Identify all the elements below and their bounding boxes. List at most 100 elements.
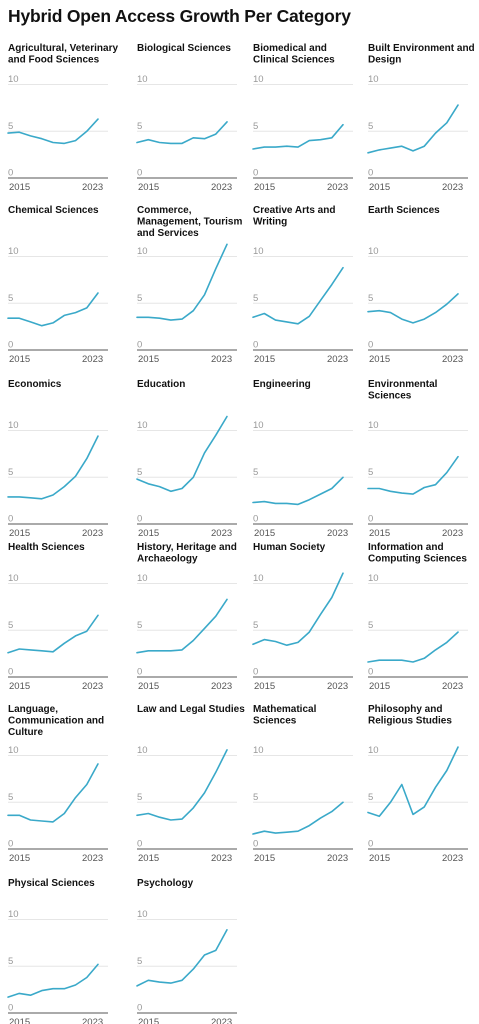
panel-4: Built Environment and Design 0 5 10 2015 2023 <box>367 43 475 193</box>
y-tick-label: 0 <box>8 839 13 850</box>
panel-title: Built Environment and Design <box>368 43 475 66</box>
y-tick-label: 5 <box>368 467 373 478</box>
y-tick-label: 0 <box>8 667 13 678</box>
x-tick-label: 2023 <box>211 681 232 692</box>
panel-title: Creative Arts and Writing <box>253 205 335 228</box>
y-tick-label: 10 <box>253 573 264 584</box>
panel-title: Engineering <box>253 379 311 390</box>
y-tick-label: 5 <box>8 293 13 304</box>
y-tick-label: 10 <box>137 745 148 756</box>
x-tick-label: 2023 <box>82 528 103 539</box>
panel-8: Earth Sciences 0 5 10 2015 2023 <box>367 205 468 365</box>
x-tick-label: 2023 <box>211 182 232 193</box>
panel-title: Biological Sciences <box>137 43 231 54</box>
y-tick-label: 0 <box>253 839 258 850</box>
y-tick-label: 10 <box>137 74 148 85</box>
panel-19: Mathematical Sciences 0 5 10 2015 2023 <box>252 704 353 864</box>
series-line <box>136 243 228 321</box>
series-line <box>7 292 99 327</box>
y-tick-label: 10 <box>368 573 379 584</box>
panel-6: Commerce, Management, Tourism and Services… <box>136 205 242 365</box>
x-tick-label: 2015 <box>9 528 30 539</box>
x-tick-label: 2023 <box>211 528 232 539</box>
y-tick-label: 0 <box>137 667 142 678</box>
panel-11: Engineering 0 5 10 2015 2023 <box>252 379 353 539</box>
x-tick-label: 2015 <box>369 182 390 193</box>
x-tick-label: 2023 <box>211 853 232 864</box>
panel-2: Biological Sciences 0 5 10 2015 2023 <box>136 43 237 193</box>
x-tick-label: 2015 <box>138 681 159 692</box>
y-tick-label: 10 <box>8 420 19 431</box>
y-tick-label: 0 <box>8 514 13 525</box>
x-tick-label: 2015 <box>254 354 275 365</box>
series-line <box>367 631 459 663</box>
y-tick-label: 5 <box>137 792 142 803</box>
panel-1: Agricultural, Veterinary and Food Science… <box>7 43 118 193</box>
series-line <box>7 435 99 500</box>
panel-title: Economics <box>8 379 62 390</box>
x-tick-label: 2015 <box>138 853 159 864</box>
x-tick-label: 2015 <box>138 354 159 365</box>
y-tick-label: 10 <box>137 909 148 920</box>
panel-title: Agricultural, Veterinary and Food Science… <box>8 43 118 66</box>
panel-title: Commerce, Management, Tourism and Services <box>137 205 242 239</box>
y-tick-label: 0 <box>137 839 142 850</box>
y-tick-label: 5 <box>253 121 258 132</box>
y-tick-label: 10 <box>137 246 148 257</box>
x-tick-label: 2015 <box>138 182 159 193</box>
y-tick-label: 0 <box>368 514 373 525</box>
panel-21: Physical Sciences 0 5 10 2015 2023 <box>7 878 108 1024</box>
x-tick-label: 2023 <box>82 853 103 864</box>
series-line <box>252 266 344 325</box>
y-tick-label: 0 <box>253 514 258 525</box>
panel-title: Human Society <box>253 542 326 553</box>
panel-16: Information and Computing Sciences 0 5 10 201… <box>367 542 468 692</box>
panel-15: Human Society 0 5 10 2015 2023 <box>252 542 353 692</box>
y-tick-label: 10 <box>368 74 379 85</box>
y-tick-label: 0 <box>368 667 373 678</box>
panel-17: Language, Communication and Culture 0 5 10 201… <box>7 704 108 864</box>
y-tick-label: 0 <box>137 340 142 351</box>
panel-title: Environmental Sciences <box>368 379 438 402</box>
panel-title: Chemical Sciences <box>8 205 99 216</box>
y-tick-label: 10 <box>137 573 148 584</box>
x-tick-label: 2015 <box>254 681 275 692</box>
y-tick-label: 0 <box>368 168 373 179</box>
series-line <box>7 963 99 998</box>
x-tick-label: 2015 <box>369 681 390 692</box>
y-tick-label: 10 <box>368 246 379 257</box>
y-tick-label: 10 <box>253 246 264 257</box>
page-title: Hybrid Open Access Growth Per Category <box>8 6 351 26</box>
panel-22: Psychology 0 5 10 2015 2023 <box>136 878 237 1024</box>
x-tick-label: 2023 <box>327 681 348 692</box>
y-tick-label: 0 <box>8 168 13 179</box>
x-tick-label: 2023 <box>211 354 232 365</box>
y-tick-label: 10 <box>137 420 148 431</box>
y-tick-label: 5 <box>137 620 142 631</box>
y-tick-label: 0 <box>368 839 373 850</box>
series-line <box>7 118 99 145</box>
x-tick-label: 2015 <box>254 182 275 193</box>
series-line <box>7 763 99 823</box>
x-tick-label: 2023 <box>211 1017 232 1024</box>
y-tick-label: 10 <box>253 420 264 431</box>
panel-18: Law and Legal Studies 0 5 10 2015 2023 <box>136 704 245 864</box>
y-tick-label: 5 <box>368 121 373 132</box>
x-tick-label: 2023 <box>442 182 463 193</box>
y-tick-label: 0 <box>8 1003 13 1014</box>
y-tick-label: 0 <box>8 340 13 351</box>
y-tick-label: 10 <box>8 573 19 584</box>
panel-title: Biomedical and Clinical Sciences <box>253 43 335 66</box>
panel-20: Philosophy and Religious Studies 0 5 10 2015 2… <box>367 704 468 864</box>
panel-title: Philosophy and Religious Studies <box>368 704 452 727</box>
panel-10: Education 0 5 10 2015 2023 <box>136 379 237 539</box>
x-tick-label: 2023 <box>327 354 348 365</box>
y-tick-label: 5 <box>253 467 258 478</box>
series-line <box>367 104 459 154</box>
y-tick-label: 5 <box>368 620 373 631</box>
series-line <box>136 121 228 145</box>
panel-13: Health Sciences 0 5 10 2015 2023 <box>7 542 108 692</box>
series-line <box>367 293 459 324</box>
y-tick-label: 10 <box>8 246 19 257</box>
